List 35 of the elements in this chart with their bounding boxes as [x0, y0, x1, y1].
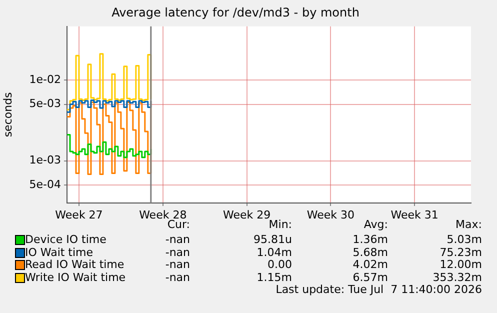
x-tick-label: Week 29 [222, 208, 271, 222]
text: -nan [165, 233, 190, 246]
text: 1.36m [352, 233, 388, 246]
text: -nan [165, 246, 190, 258]
y-axis-title: seconds [1, 92, 14, 138]
text: 6.57m [352, 270, 388, 284]
legend-label: Write IO Wait time [25, 270, 126, 284]
x-tick-label: Week 30 [306, 208, 354, 222]
y-tick-label: 5e-04 [29, 178, 61, 191]
x-tick-label: Week 27 [55, 208, 103, 222]
text: 5.03m [446, 233, 482, 246]
chart-title: Average latency for /dev/md3 - by month [112, 5, 360, 20]
text: Cur: [167, 218, 190, 231]
text: 1.15m [256, 270, 292, 284]
x-tick-label: Week 31 [390, 208, 438, 222]
text: 12.00m [440, 258, 482, 271]
text: 0.00 [268, 258, 292, 271]
text: 75.23m [440, 246, 482, 258]
legend-label: Device IO time [25, 233, 106, 246]
y-tick-label: 1e-02 [29, 72, 61, 86]
legend-label: IO Wait time [25, 246, 94, 258]
text: 4.02m [352, 258, 388, 271]
text: -nan [165, 270, 190, 284]
text: 5.68m [352, 246, 388, 258]
y-tick-label: 5e-03 [29, 97, 61, 110]
text: 95.81u [254, 233, 292, 246]
text: 353.32m [432, 270, 482, 284]
text: Last update: Tue Jul 7 11:40:00 2026 [276, 283, 482, 296]
text: Min: [268, 218, 292, 231]
text: Max: [456, 218, 482, 231]
legend-label: Read IO Wait time [25, 258, 124, 271]
text: 1.04m [256, 246, 292, 258]
y-tick-label: 1e-03 [29, 154, 61, 167]
text: -nan [165, 258, 190, 271]
text: Avg: [364, 218, 388, 231]
